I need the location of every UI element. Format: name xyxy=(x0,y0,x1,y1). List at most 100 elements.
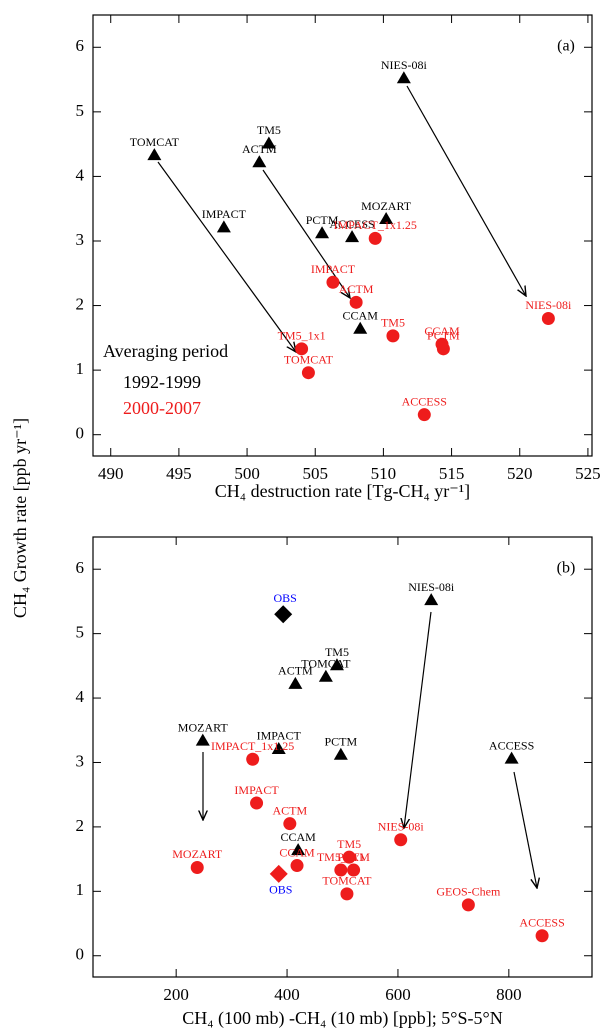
point-label: TM5 xyxy=(257,123,281,137)
x-tick-label: 800 xyxy=(496,985,522,1004)
point-label: IMPACT xyxy=(234,783,279,797)
legend-title: Averaging period xyxy=(103,341,228,361)
data-point xyxy=(261,136,276,149)
data-point xyxy=(315,226,330,239)
x-tick-label: 505 xyxy=(302,464,328,483)
y-tick-label: 2 xyxy=(76,294,85,313)
data-point xyxy=(147,148,162,161)
arrow xyxy=(513,771,537,888)
point-label: TOMCAT xyxy=(130,135,180,149)
data-point xyxy=(353,321,368,334)
x-axis-label: CH₄ destruction rate [Tg-CH₄ yr⁻¹] xyxy=(215,481,470,501)
obs-label: OBS xyxy=(269,883,292,897)
point-label: TOMCAT xyxy=(301,657,351,671)
data-point xyxy=(195,733,210,746)
x-axis-label: CH₄ (100 mb) -CH₄ (10 mb) [ppb]; 5°S-5°N xyxy=(182,1008,502,1029)
x-tick-label: 400 xyxy=(274,985,300,1004)
data-point xyxy=(333,747,348,760)
point-label: ACCESS xyxy=(489,738,534,752)
data-point xyxy=(504,751,519,764)
y-tick-label: 3 xyxy=(76,230,85,249)
point-label: PCTM xyxy=(306,213,339,227)
y-tick-label: 5 xyxy=(76,623,85,642)
x-tick-label: 200 xyxy=(163,985,189,1004)
x-tick-label: 510 xyxy=(371,464,397,483)
data-point xyxy=(271,741,286,754)
point-label: PCTM xyxy=(324,734,357,748)
point-label: CCAM xyxy=(279,845,315,859)
data-point xyxy=(246,752,260,766)
data-point xyxy=(535,929,549,943)
point-label: MOZART xyxy=(172,847,223,861)
data-point xyxy=(347,863,361,877)
data-point xyxy=(461,898,475,912)
y-tick-label: 0 xyxy=(76,945,85,964)
data-point xyxy=(345,230,360,243)
obs-label: OBS xyxy=(274,591,297,605)
legend-entry: 2000-2007 xyxy=(123,398,201,418)
point-label: ACCESS xyxy=(329,217,374,231)
data-point xyxy=(342,850,356,864)
obs-point xyxy=(274,605,293,624)
y-tick-label: 5 xyxy=(76,101,85,120)
data-point xyxy=(326,275,340,289)
data-point xyxy=(216,220,231,233)
y-tick-label: 6 xyxy=(76,36,85,55)
data-point xyxy=(394,833,408,847)
point-label: NIES-08i xyxy=(381,58,428,72)
data-point xyxy=(368,231,382,245)
point-label: IMPACT_1x1.25 xyxy=(334,218,417,232)
point-label: IMPACT_1x1.25 xyxy=(211,739,294,753)
data-point xyxy=(252,155,267,168)
point-label: TM5 xyxy=(337,837,361,851)
point-label: NIES-08i xyxy=(408,580,455,594)
obs-point xyxy=(269,864,288,883)
point-label: PCTM xyxy=(337,850,370,864)
arrow xyxy=(157,161,296,352)
y-tick-label: 0 xyxy=(76,424,85,443)
data-point xyxy=(541,311,555,325)
y-tick-label: 4 xyxy=(76,165,85,184)
point-label: CCAM xyxy=(343,309,379,323)
x-tick-label: 490 xyxy=(98,464,124,483)
data-point xyxy=(329,658,344,671)
point-label: IMPACT xyxy=(257,729,302,743)
data-point xyxy=(190,860,204,874)
point-label: IMPACT xyxy=(311,262,356,276)
data-point xyxy=(283,817,297,831)
point-label: TM5_1x1 xyxy=(317,850,365,864)
data-point xyxy=(349,295,363,309)
data-point xyxy=(334,863,348,877)
plot-frame xyxy=(92,536,593,978)
plot-frame xyxy=(92,14,593,457)
point-label: NIES-08i xyxy=(378,820,425,834)
y-tick-label: 2 xyxy=(76,816,85,835)
y-tick-label: 1 xyxy=(76,880,85,899)
point-label: CCAM xyxy=(424,324,460,338)
arrow xyxy=(406,85,526,296)
y-axis-label: CH₄ Growth rate [ppb yr⁻¹] xyxy=(10,418,30,618)
data-point xyxy=(318,669,333,682)
point-label: TM5_1x1 xyxy=(278,329,326,343)
point-label: IMPACT xyxy=(202,207,247,221)
data-point xyxy=(379,212,394,225)
data-point xyxy=(436,342,450,356)
data-point xyxy=(386,329,400,343)
point-label: TM5 xyxy=(381,316,405,330)
data-point xyxy=(417,408,431,422)
data-point xyxy=(290,859,304,873)
x-tick-label: 525 xyxy=(575,464,601,483)
point-label: TOMCAT xyxy=(284,352,334,366)
point-label: GEOS-Chem xyxy=(436,885,501,899)
point-label: TM5 xyxy=(325,645,349,659)
panel-label: (a) xyxy=(557,38,575,55)
panel-label: (b) xyxy=(557,560,576,577)
arrow xyxy=(404,611,432,828)
point-label: MOZART xyxy=(178,720,229,734)
y-tick-label: 4 xyxy=(76,687,85,706)
point-label: ACCESS xyxy=(402,394,447,408)
x-tick-label: 500 xyxy=(234,464,260,483)
point-label: NIES-08i xyxy=(525,298,572,312)
point-label: ACTM xyxy=(339,282,374,296)
